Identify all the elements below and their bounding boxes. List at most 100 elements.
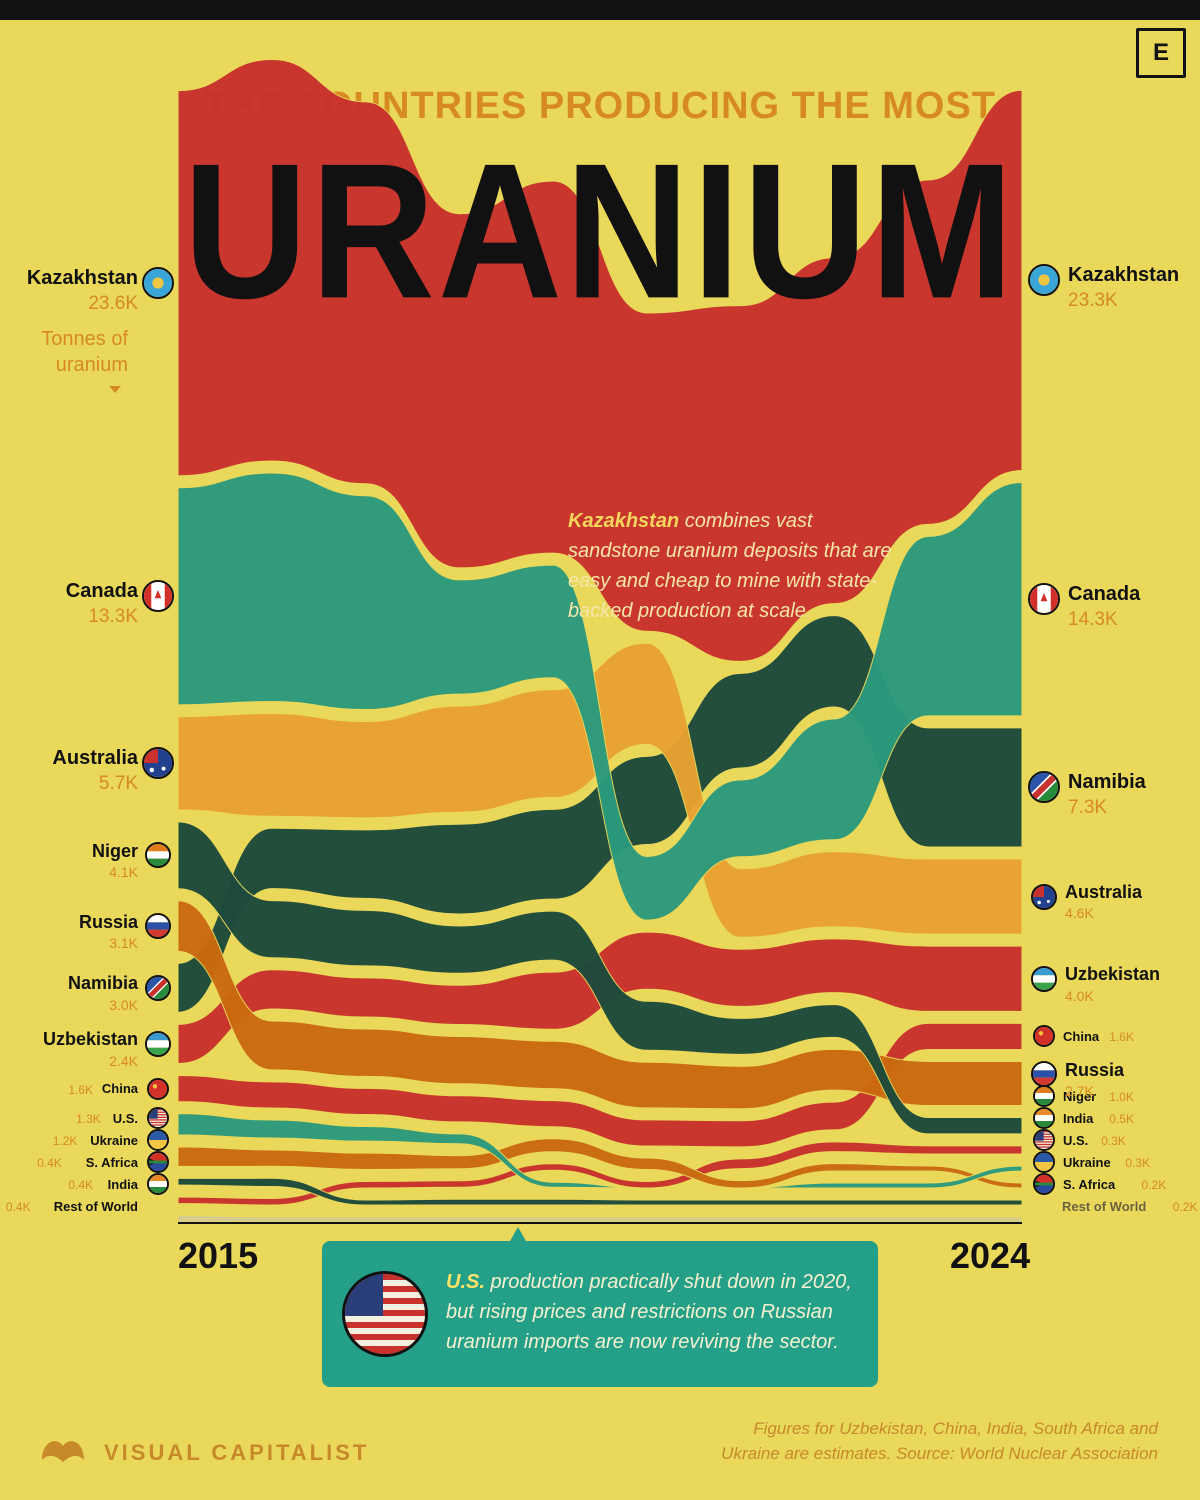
stream-china [177, 1022, 1023, 1148]
source-note: Figures for Uzbekistan, China, India, So… [721, 1419, 1158, 1463]
value-end-india: 0.5K [1109, 1112, 1134, 1126]
label-start-rest-of-world: Rest of World [53, 1198, 138, 1214]
flag-us-icon [147, 1107, 169, 1129]
label-start-australia: Australia [52, 747, 138, 770]
stream-s-africa [177, 1177, 1023, 1206]
label-end-canada: Canada [1068, 583, 1141, 606]
label-end-niger: Niger [1063, 1088, 1097, 1104]
stream-kazakhstan [177, 59, 1023, 662]
stream-india [177, 1141, 1023, 1206]
label-end-uzbekistan: Uzbekistan [1065, 964, 1161, 985]
flag-ukraine-icon [147, 1129, 169, 1151]
value-start-australia: 5.7K [98, 773, 138, 795]
flag-namibia-icon [1028, 771, 1060, 804]
brand-badge: E [1136, 28, 1186, 78]
value-end-namibia: 7.3K [1068, 797, 1108, 819]
value-end-s-africa: 0.2K [1141, 1178, 1167, 1192]
flag-australia-icon [142, 747, 174, 780]
x-axis-start-year: 2015 [178, 1235, 259, 1276]
kazakhstan-annotation-text: combines vast sandstone uranium deposits… [568, 510, 892, 622]
value-end-u-s: 0.3K [1101, 1134, 1126, 1148]
flag-niger-icon [1033, 1085, 1055, 1107]
label-end-namibia: Namibia [1068, 771, 1146, 794]
label-start-s-africa: S. Africa [85, 1154, 138, 1170]
stream-niger [177, 821, 1023, 1135]
value-end-russia: 2.7K [1065, 1082, 1094, 1099]
flag-canada-icon [142, 580, 174, 613]
label-start-russia: Russia [78, 911, 138, 932]
label-end-india: India [1063, 1110, 1094, 1126]
label-end-kazakhstan: Kazakhstan [1068, 264, 1180, 287]
us-callout: U.S. production practically shut down in… [322, 1227, 878, 1387]
value-start-canada: 13.3K [88, 606, 138, 628]
label-end-s-africa: S. Africa [1063, 1176, 1116, 1192]
value-end-canada: 14.3K [1068, 609, 1118, 631]
x-axis-end-year: 2024 [950, 1235, 1031, 1276]
value-start-niger: 4.1K [109, 864, 138, 881]
label-start-u-s: U.S. [112, 1110, 138, 1126]
kazakhstan-annotation-bold: Kazakhstan [568, 510, 680, 532]
label-end-russia: Russia [1065, 1059, 1125, 1080]
stream-namibia [177, 615, 1023, 1013]
flag-uzbekistan-icon [145, 1030, 171, 1057]
us-annotation: U.S. production practically shut down in… [446, 1267, 866, 1357]
flag-us-icon [342, 1271, 428, 1357]
value-start-ukraine: 1.2K [52, 1134, 78, 1148]
stream-u-s- [177, 1113, 1023, 1189]
stream-rest-of-world [177, 1214, 1023, 1223]
top-bar [0, 0, 1200, 20]
value-start-india: 0.4K [68, 1178, 93, 1192]
value-start-rest-of-world: 0.4K [5, 1200, 31, 1214]
flag-kazakhstan-icon [142, 267, 174, 300]
flag-kazakhstan-icon [1028, 264, 1060, 297]
label-end-rest-of-world: Rest of World [1062, 1198, 1147, 1214]
stream-australia [177, 642, 1023, 938]
value-end-niger: 1.0K [1109, 1090, 1134, 1104]
flag-india-icon [147, 1173, 169, 1195]
value-start-namibia: 3.0K [109, 996, 138, 1013]
label-start-uzbekistan: Uzbekistan [42, 1029, 138, 1050]
visual-capitalist-logo-icon [42, 1441, 84, 1462]
stream-canada [177, 472, 1023, 921]
stream-russia [177, 900, 1023, 1110]
flag-canada-icon [1028, 583, 1060, 616]
value-start-uzbekistan: 2.4K [109, 1052, 138, 1069]
callout-pointer [510, 1227, 526, 1241]
value-start-china: 1.6K [68, 1082, 93, 1097]
unit-label: Tonnes of uranium [41, 328, 128, 376]
label-start-india: India [107, 1176, 138, 1192]
stream-ukraine [177, 1138, 1023, 1189]
kazakhstan-annotation: Kazakhstan combines vast sandstone urani… [568, 506, 898, 626]
flag-namibia-icon [145, 974, 171, 1001]
value-start-russia: 3.1K [109, 934, 138, 951]
value-start-u-s: 1.3K [76, 1112, 101, 1126]
us-annotation-bold: U.S. [446, 1271, 485, 1293]
label-end-ukraine: Ukraine [1063, 1154, 1111, 1170]
label-start-niger: Niger [91, 840, 138, 861]
label-start-china: China [101, 1081, 138, 1097]
flag-ukraine-icon [1033, 1151, 1055, 1173]
flag-india-icon [1033, 1107, 1055, 1129]
flag-russia-icon [145, 913, 171, 940]
value-end-rest-of-world: 0.2K [1172, 1200, 1198, 1214]
value-end-kazakhstan: 23.3K [1068, 290, 1118, 312]
flag-south-africa-icon [147, 1151, 169, 1173]
flag-australia-icon [1031, 883, 1057, 910]
flag-china-icon [1033, 1025, 1055, 1048]
value-end-uzbekistan: 4.0K [1065, 987, 1094, 1004]
flag-uzbekistan-icon [1031, 965, 1057, 992]
chart-title: URANIUM [183, 123, 1017, 339]
label-end-u-s: U.S. [1063, 1132, 1089, 1148]
label-start-kazakhstan: Kazakhstan [26, 267, 138, 290]
flag-south-africa-icon [1033, 1173, 1055, 1195]
value-start-kazakhstan: 23.6K [88, 293, 138, 315]
label-end-australia: Australia [1065, 882, 1143, 903]
flag-us-icon [1033, 1129, 1055, 1151]
label-start-canada: Canada [65, 580, 138, 603]
visual-capitalist-name: VISUAL CAPITALIST [104, 1440, 370, 1465]
label-start-ukraine: Ukraine [90, 1132, 138, 1148]
value-end-australia: 4.6K [1065, 905, 1094, 922]
us-annotation-text: production practically shut down in 2020… [446, 1271, 852, 1353]
flag-russia-icon [1031, 1061, 1057, 1087]
